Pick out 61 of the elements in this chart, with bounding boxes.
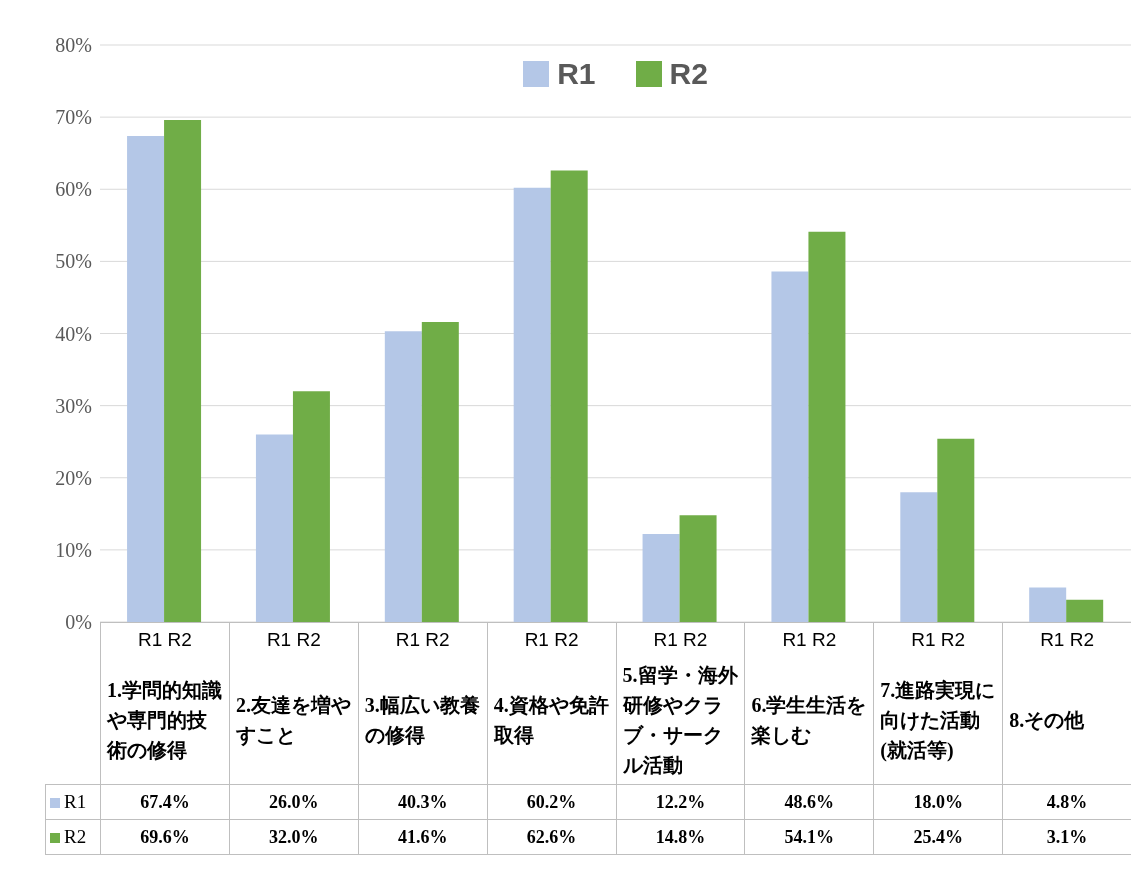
y-tick-label: 50% bbox=[55, 250, 92, 273]
bar bbox=[900, 492, 938, 622]
data-label: 41.6% bbox=[358, 819, 488, 855]
y-tick-label: 20% bbox=[55, 466, 92, 489]
x-tick-label: 2.友達を増やすこと bbox=[229, 656, 359, 785]
data-label: 69.6% bbox=[100, 819, 230, 855]
y-tick-label: 0% bbox=[65, 611, 92, 634]
x-tick-label: 5.留学・海外研修やクラブ・サークル活動 bbox=[616, 656, 745, 785]
bar bbox=[384, 331, 422, 622]
bar bbox=[550, 170, 588, 622]
x-tick-label: 1.学問的知識や専門的技術の修得 bbox=[100, 656, 230, 785]
data-label: 18.0% bbox=[873, 784, 1003, 820]
x-tick-label: 6.学生生活を楽しむ bbox=[744, 656, 874, 785]
bar bbox=[1029, 587, 1067, 622]
y-tick-label: 40% bbox=[55, 322, 92, 345]
data-label: 67.4% bbox=[100, 784, 230, 820]
bar bbox=[513, 187, 551, 622]
x-tick-label: 7.進路実現に向けた活動(就活等) bbox=[873, 656, 1003, 785]
data-label: 26.0% bbox=[229, 784, 359, 820]
bar bbox=[808, 231, 846, 622]
text: R1 bbox=[64, 791, 87, 812]
bar bbox=[421, 321, 459, 622]
text: R1 R2 bbox=[138, 628, 192, 650]
data-label: 12.2% bbox=[616, 784, 745, 820]
data-label: 14.8% bbox=[616, 819, 745, 855]
data-label: 54.1% bbox=[744, 819, 874, 855]
text: R1 R2 bbox=[266, 628, 321, 650]
x-tick-label: 3.幅広い教養の修得 bbox=[358, 656, 488, 785]
y-tick-label: 10% bbox=[55, 538, 92, 561]
text: R1 R2 bbox=[782, 628, 837, 650]
data-label: 4.8% bbox=[1002, 784, 1131, 820]
data-label: 62.6% bbox=[487, 819, 616, 855]
bar bbox=[127, 135, 165, 622]
legend-label: R2 bbox=[669, 57, 708, 91]
text: R1 R2 bbox=[1040, 628, 1094, 650]
bar bbox=[255, 434, 293, 622]
y-tick-label: 30% bbox=[55, 394, 92, 417]
text: R1 R2 bbox=[524, 628, 579, 650]
bar bbox=[164, 120, 202, 622]
text: R2 bbox=[64, 826, 87, 847]
bar bbox=[642, 534, 680, 622]
data-label: 48.6% bbox=[744, 784, 874, 820]
data-label: 3.1% bbox=[1002, 819, 1131, 855]
data-label: 25.4% bbox=[873, 819, 1003, 855]
data-label: 40.3% bbox=[358, 784, 488, 820]
bar bbox=[771, 271, 809, 622]
text: R1 R2 bbox=[911, 628, 966, 650]
x-tick-label: 8.その他 bbox=[1002, 656, 1131, 785]
bar bbox=[679, 515, 717, 622]
legend-label: R1 bbox=[557, 57, 596, 91]
text: R1 R2 bbox=[653, 628, 708, 650]
y-tick-label: 70% bbox=[55, 106, 92, 129]
data-label: 32.0% bbox=[229, 819, 359, 855]
bar bbox=[292, 391, 330, 622]
bar bbox=[1066, 599, 1104, 622]
data-label: 60.2% bbox=[487, 784, 616, 820]
text: R1 R2 bbox=[395, 628, 450, 650]
y-tick-label: 80% bbox=[55, 34, 92, 57]
y-tick-label: 60% bbox=[55, 178, 92, 201]
bar bbox=[937, 438, 975, 622]
x-tick-label: 4.資格や免許取得 bbox=[487, 656, 616, 785]
